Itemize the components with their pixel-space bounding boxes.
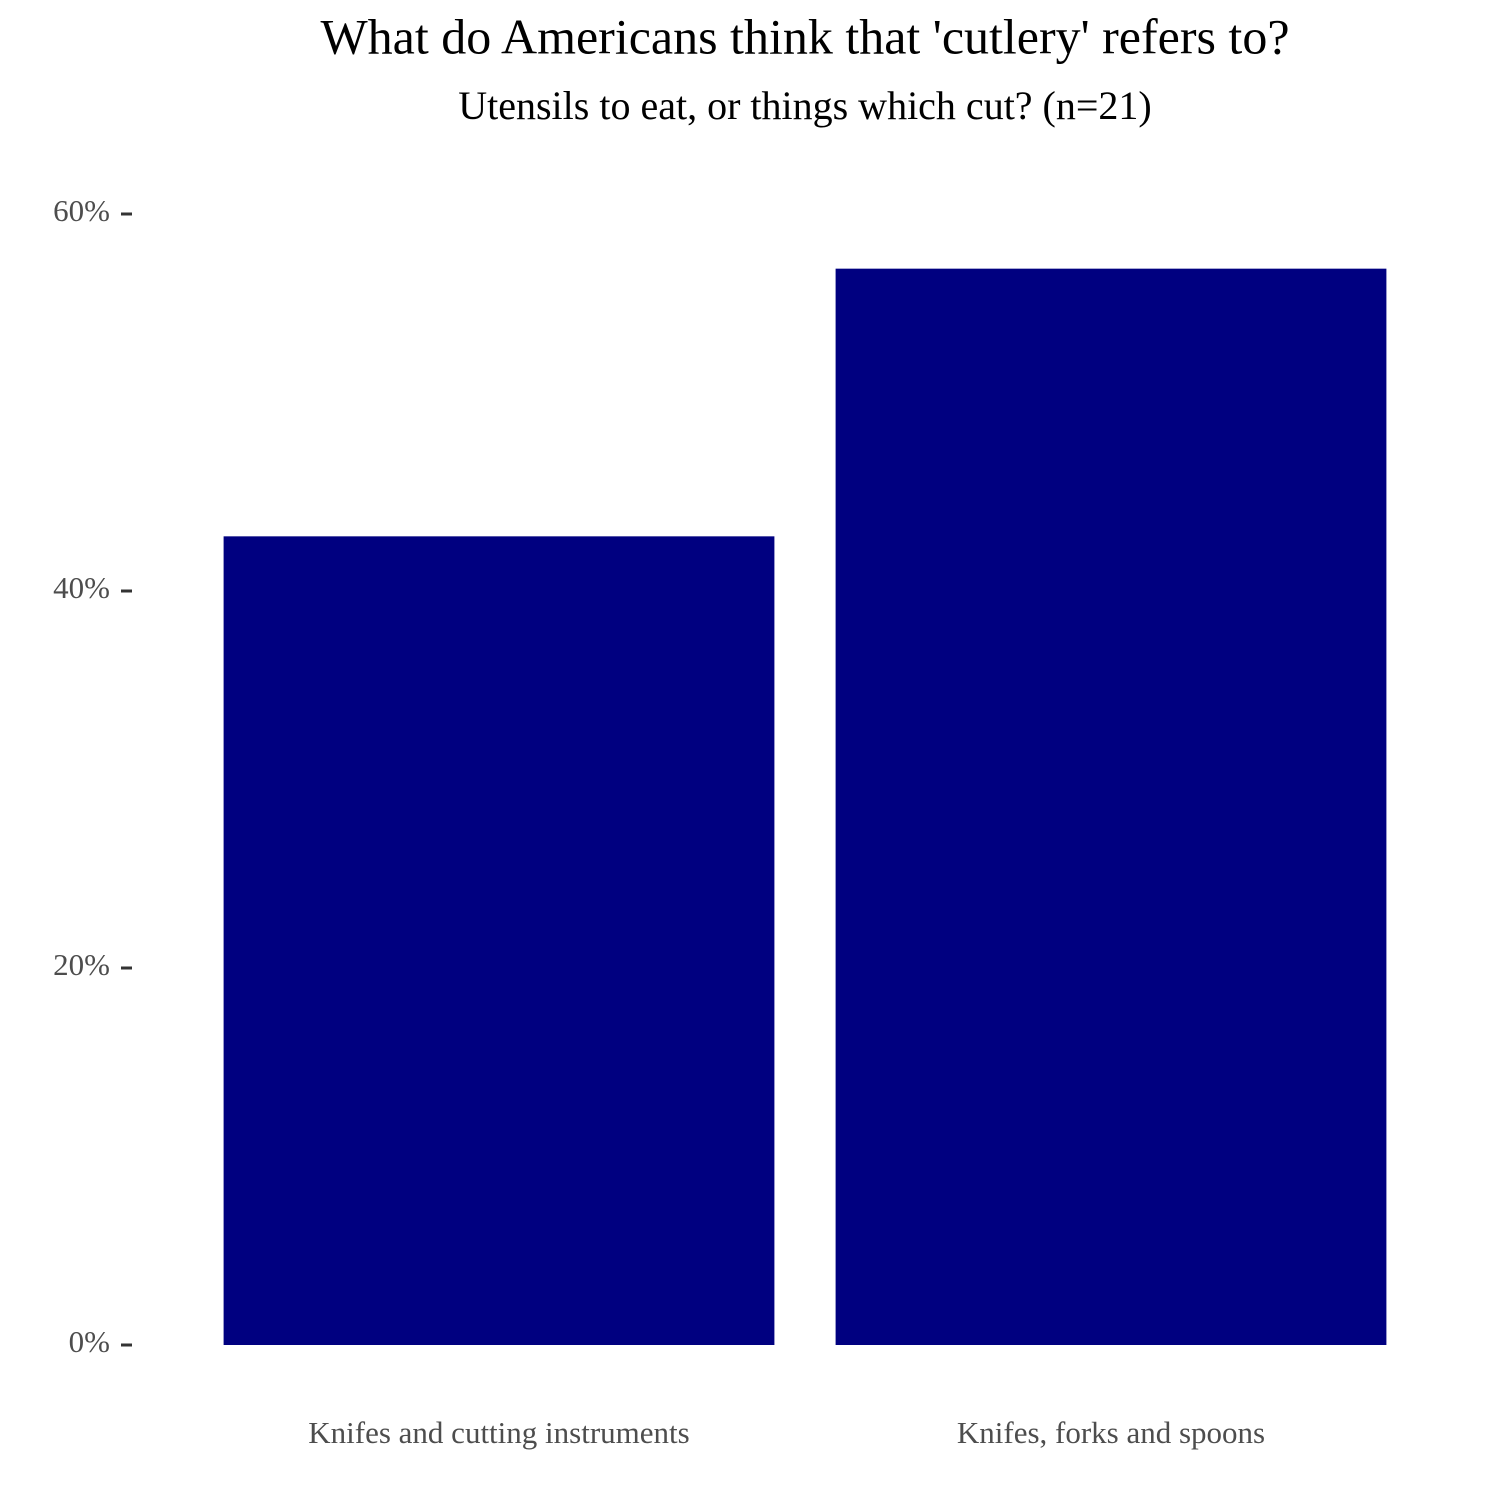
y-tick-label: 60% [53,193,110,228]
x-tick-label: Knifes and cutting instruments [308,1415,689,1450]
chart-title: What do Americans think that 'cutlery' r… [320,8,1289,64]
chart-subtitle: Utensils to eat, or things which cut? (n… [458,83,1152,128]
bar [223,536,775,1345]
x-tick-label: Knifes, forks and spoons [957,1415,1265,1450]
y-tick-label: 40% [53,570,110,605]
y-tick-label: 0% [69,1324,110,1359]
bar [835,268,1387,1345]
y-tick-label: 20% [53,947,110,982]
